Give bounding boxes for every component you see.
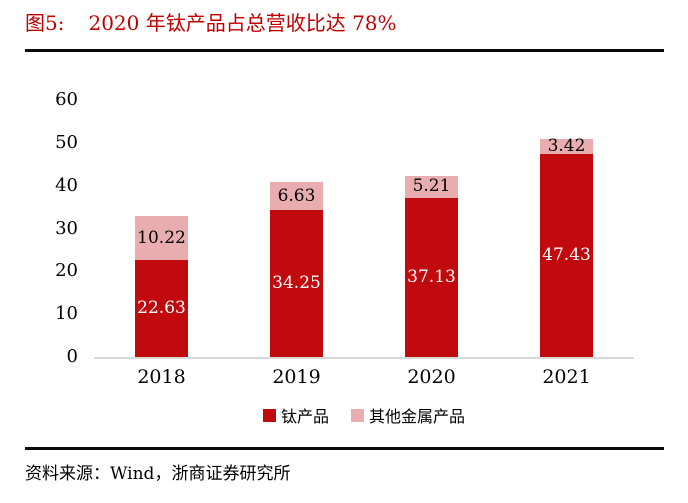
- title-divider: [25, 49, 664, 52]
- bar-value-label: 37.13: [407, 266, 456, 287]
- bar-segment: 6.63: [270, 181, 323, 211]
- y-tick-label: 10: [55, 303, 78, 325]
- y-tick-label: 40: [55, 174, 78, 196]
- bar-segment: 3.42: [540, 136, 593, 157]
- stacked-bar-2021: 47.43 3.42: [540, 136, 593, 357]
- x-axis-labels: 2018 2019 2020 2021: [94, 366, 634, 388]
- legend-item: 其他金属产品: [351, 403, 465, 427]
- x-tick-label: 2018: [137, 366, 186, 388]
- x-tick-label: 2019: [272, 366, 321, 388]
- bar-segment: 10.22: [135, 216, 188, 261]
- y-tick-label: 0: [66, 346, 78, 367]
- bar-segment: 47.43: [540, 153, 593, 357]
- legend-label: 其他金属产品: [369, 407, 466, 426]
- y-tick-label: 50: [55, 131, 78, 153]
- x-tick-label: 2020: [407, 366, 456, 388]
- bar-value-label: 34.25: [272, 273, 321, 294]
- figure-number-label: 图5:: [25, 11, 65, 35]
- bar-value-label: 47.43: [542, 244, 591, 265]
- legend-item: 钛产品: [262, 403, 329, 427]
- stacked-bar-2020: 37.13 5.21: [405, 175, 458, 357]
- legend-swatch-icon: [262, 408, 276, 422]
- bar-value-label: 10.22: [137, 227, 186, 248]
- legend-swatch-icon: [351, 408, 364, 422]
- legend-label: 钛产品: [280, 407, 329, 426]
- footer-divider: [25, 447, 664, 450]
- bar-value-label: 22.63: [137, 298, 186, 319]
- y-axis: 0 10 20 30 40 50 60: [55, 91, 78, 366]
- source-line: 资料来源：Wind，浙商证券研究所: [25, 459, 290, 484]
- figure-title-text: 2020 年钛产品占总营收比达 78%: [88, 11, 397, 35]
- bar-value-label: 5.21: [412, 176, 451, 197]
- source-text: 资料来源：Wind，浙商证券研究所: [25, 464, 291, 484]
- chart-legend: 钛产品 其他金属产品: [94, 403, 634, 427]
- bar-segment: 34.25: [270, 210, 323, 357]
- plot-area: 22.63 10.22 34.25 6.63 37.13 5.21 47.43 3.42: [94, 100, 634, 359]
- bar-segment: 5.21: [405, 175, 458, 198]
- bar-value-label: 3.42: [547, 136, 586, 157]
- bar-segment: 37.13: [405, 197, 458, 357]
- y-tick-label: 30: [55, 217, 78, 239]
- stacked-bar-2018: 22.63 10.22: [135, 216, 188, 357]
- bar-segment: 22.63: [135, 260, 188, 357]
- y-tick-label: 20: [55, 260, 78, 282]
- stacked-bar-2019: 34.25 6.63: [270, 181, 323, 357]
- stacked-bar-chart: 0 10 20 30 40 50 60 22.63 10.22 34.25 6.63 37.13 5.…: [55, 91, 634, 366]
- y-tick-label: 60: [55, 89, 78, 110]
- figure-title: 图5: 2020 年钛产品占总营收比达 78%: [25, 10, 397, 36]
- x-tick-label: 2021: [542, 366, 591, 388]
- bar-value-label: 6.63: [277, 185, 316, 206]
